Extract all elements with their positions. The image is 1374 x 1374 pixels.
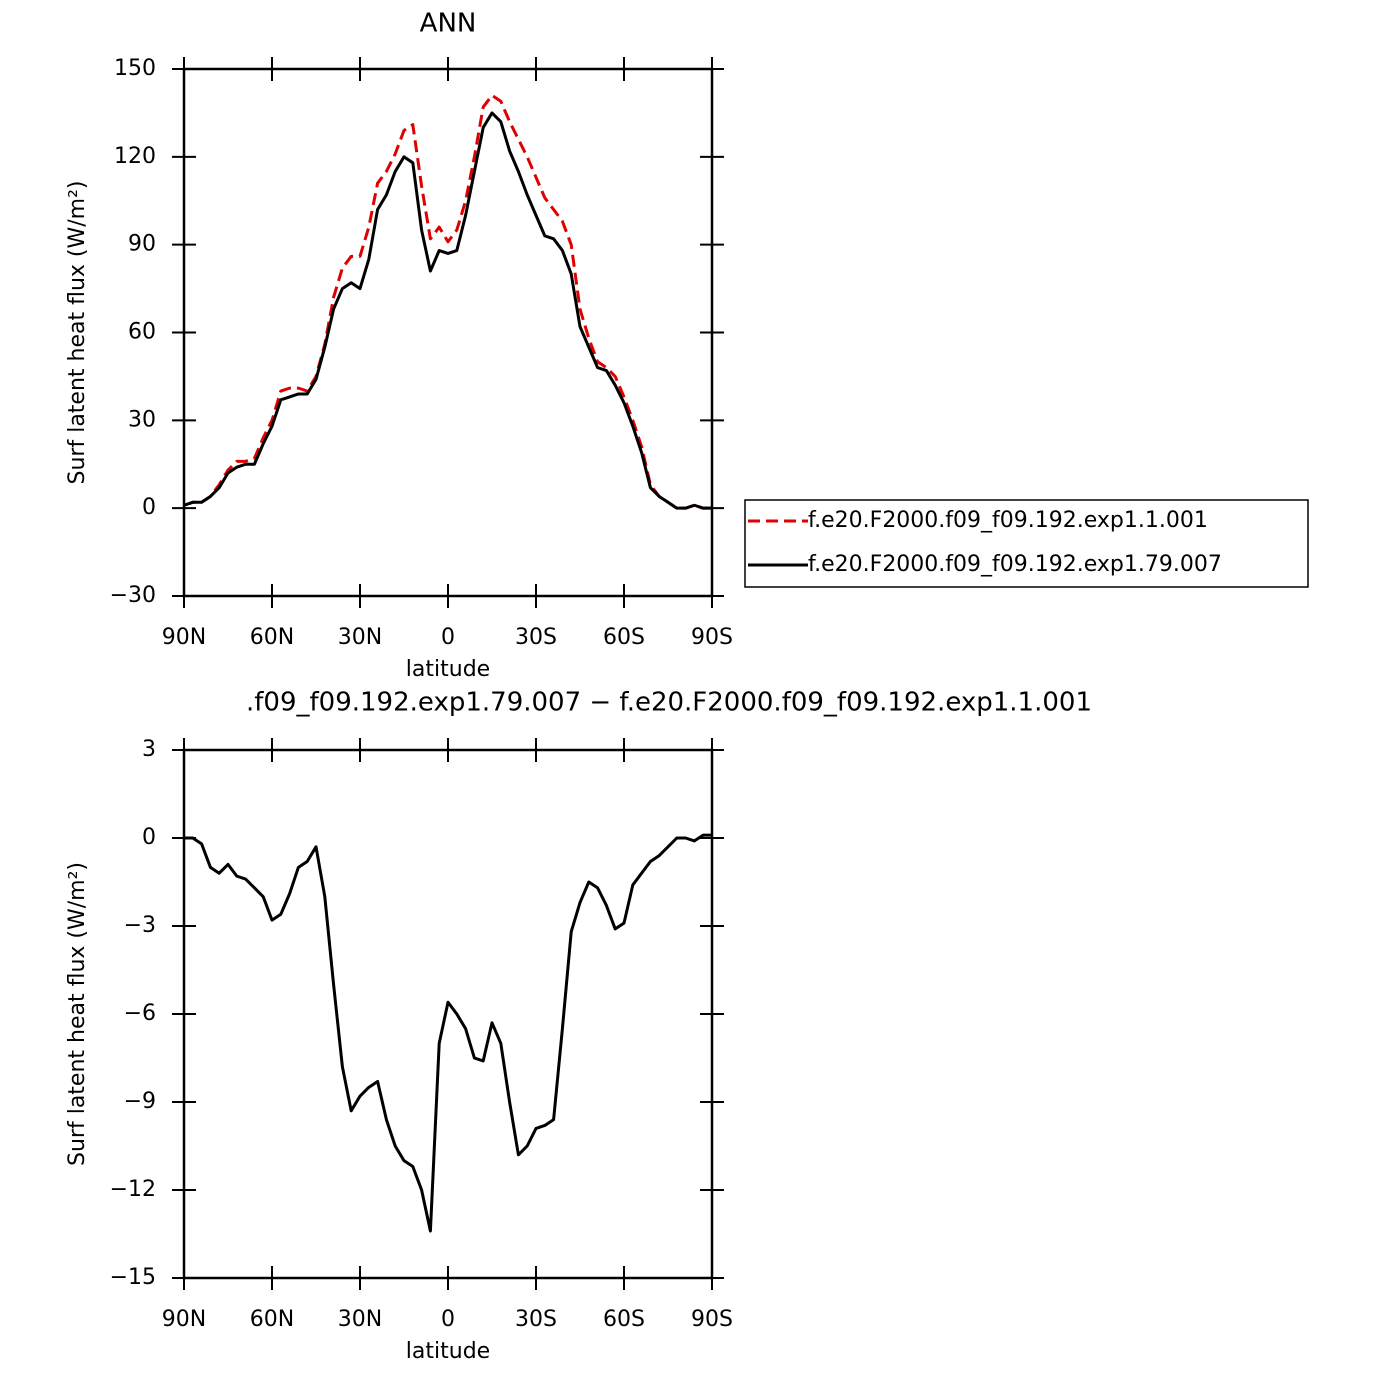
x-tick-label: 30N bbox=[338, 625, 382, 650]
y-tick-label: −9 bbox=[124, 1089, 156, 1114]
plot-frame bbox=[182, 67, 714, 598]
x-tick-label: 90S bbox=[691, 625, 733, 650]
y-tick-label: −12 bbox=[110, 1177, 156, 1202]
x-axis-label: latitude bbox=[406, 1339, 490, 1364]
legend-label: f.e20.F2000.f09_f09.192.exp1.79.007 bbox=[808, 552, 1222, 577]
x-tick-label: 90N bbox=[162, 1307, 206, 1332]
y-axis-label: Surf latent heat flux (W/m²) bbox=[65, 862, 90, 1166]
x-axis-label: latitude bbox=[406, 657, 490, 682]
y-tick-label: 0 bbox=[142, 825, 156, 850]
legend-frame bbox=[744, 499, 1309, 588]
x-tick-label: 60S bbox=[603, 1307, 645, 1332]
x-tick-label: 90N bbox=[162, 625, 206, 650]
y-tick-label: −15 bbox=[110, 1265, 156, 1290]
x-tick-label: 30S bbox=[515, 625, 557, 650]
chart-title: ANN bbox=[420, 9, 477, 39]
plot-frame bbox=[182, 748, 714, 1280]
y-tick-label: −30 bbox=[110, 583, 156, 608]
x-tick-label: 30N bbox=[338, 1307, 382, 1332]
y-tick-label: 60 bbox=[128, 320, 156, 345]
y-tick-label: 120 bbox=[114, 144, 156, 169]
x-tick-label: 0 bbox=[441, 625, 455, 650]
x-tick-label: 90S bbox=[691, 1307, 733, 1332]
chart-title: .f09_f09.192.exp1.79.007 − f.e20.F2000.f… bbox=[246, 688, 1092, 718]
y-tick-label: 150 bbox=[114, 56, 156, 81]
x-tick-label: 0 bbox=[441, 1307, 455, 1332]
x-tick-label: 60N bbox=[250, 1307, 294, 1332]
series-line bbox=[183, 111, 712, 510]
y-axis-label: Surf latent heat flux (W/m²) bbox=[65, 181, 90, 485]
x-tick-label: 30S bbox=[515, 1307, 557, 1332]
y-tick-label: −6 bbox=[124, 1001, 156, 1026]
y-tick-label: 30 bbox=[128, 407, 156, 432]
legend-label: f.e20.F2000.f09_f09.192.exp1.1.001 bbox=[808, 508, 1208, 533]
series-line bbox=[183, 93, 712, 510]
y-tick-label: 0 bbox=[142, 495, 156, 520]
y-tick-label: 3 bbox=[142, 737, 156, 762]
y-tick-label: −3 bbox=[124, 913, 156, 938]
series-line bbox=[184, 833, 712, 1233]
y-tick-label: 90 bbox=[128, 232, 156, 257]
x-tick-label: 60S bbox=[603, 625, 645, 650]
x-tick-label: 60N bbox=[250, 625, 294, 650]
